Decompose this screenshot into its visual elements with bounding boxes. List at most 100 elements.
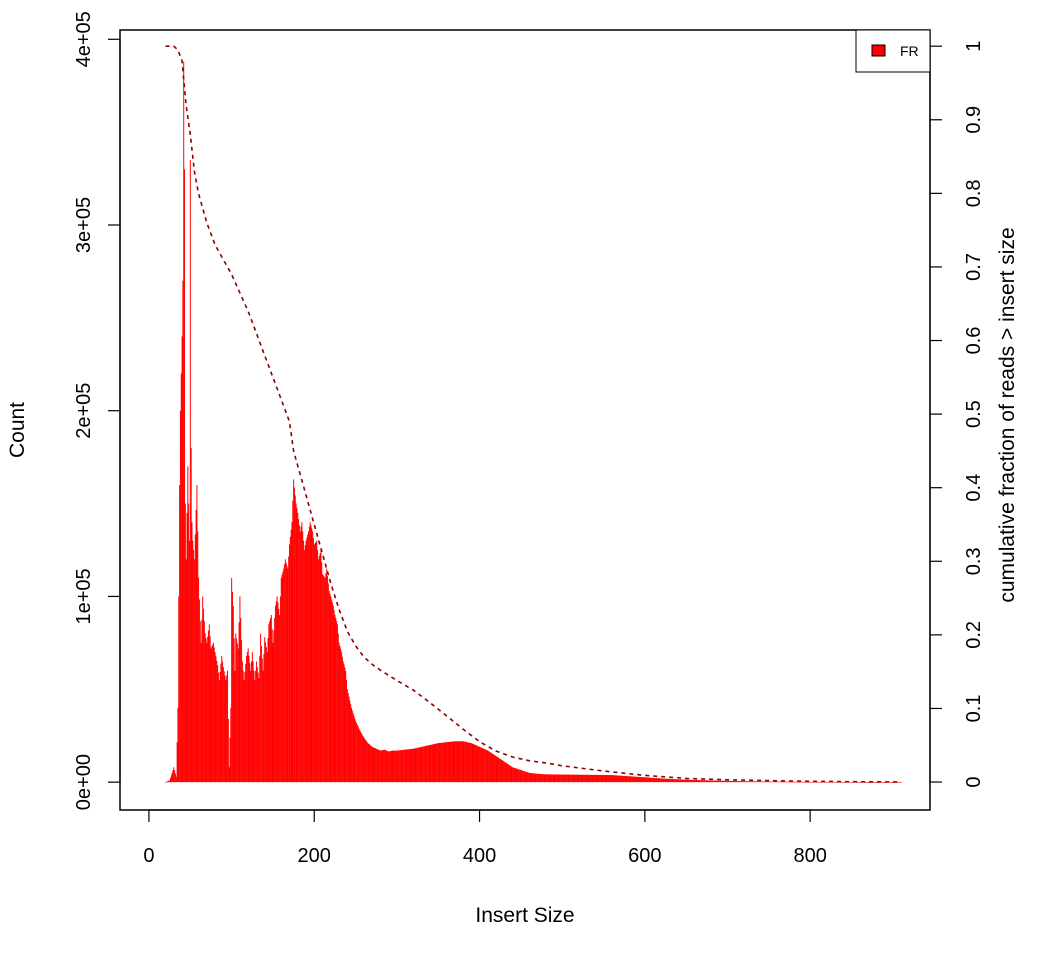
histogram-bar (251, 661, 252, 783)
histogram-bar (550, 774, 552, 783)
histogram-bar (231, 591, 233, 783)
histogram-bar (173, 767, 175, 783)
histogram-bar (842, 781, 844, 783)
histogram-bar (808, 781, 810, 783)
y2-tick-label: 0.9 (963, 106, 985, 134)
histogram-bar (412, 748, 414, 783)
histogram-bar (641, 777, 643, 783)
histogram-bar (303, 540, 305, 783)
histogram-bar (642, 777, 644, 783)
histogram-bar (189, 160, 191, 783)
histogram-bar (327, 583, 329, 783)
histogram-bar (307, 534, 309, 783)
histogram-bar (535, 773, 537, 783)
histogram-bar (571, 774, 573, 783)
histogram-bar (797, 781, 799, 783)
histogram-bar (424, 746, 426, 783)
histogram-bar (470, 743, 472, 783)
histogram-bar (165, 782, 167, 783)
histogram-bar (167, 781, 169, 783)
histogram-bar (621, 775, 623, 783)
histogram-bar (269, 621, 271, 783)
histogram-bar (415, 748, 417, 783)
histogram-bar (770, 781, 772, 783)
histogram-bar (545, 774, 547, 783)
histogram-bar (892, 782, 894, 783)
histogram-bar (589, 774, 591, 783)
histogram-bar (588, 774, 590, 783)
histogram-bar (316, 540, 318, 783)
histogram-bar (767, 781, 769, 783)
y-tick-label: 0e+00 (73, 754, 95, 810)
histogram-bar (194, 534, 196, 783)
histogram-bar (408, 749, 410, 783)
histogram-bar (376, 749, 378, 783)
histogram-bar (594, 774, 596, 783)
histogram-bar (348, 696, 350, 783)
histogram-bar (304, 545, 306, 783)
histogram-bar (369, 744, 371, 783)
histogram-bar (694, 779, 696, 783)
histogram-bar (462, 741, 464, 783)
histogram-bar (201, 619, 203, 783)
histogram-bar (493, 754, 495, 783)
histogram-bar (275, 601, 277, 783)
histogram-bar (172, 770, 174, 783)
histogram-bar (330, 596, 332, 783)
histogram-bar (655, 778, 657, 783)
histogram-bar (500, 759, 502, 783)
histogram-bar (753, 781, 755, 783)
histogram-bar (742, 781, 744, 783)
histogram-bar (193, 550, 195, 783)
histogram-bar (241, 639, 243, 783)
histogram-bar (661, 778, 663, 783)
histogram-bar (447, 742, 449, 783)
histogram-bar (198, 577, 200, 783)
histogram-bar (465, 741, 467, 783)
histogram-bar (509, 765, 511, 783)
histogram-bar (278, 608, 280, 783)
histogram-bar (298, 525, 300, 783)
histogram-bar (355, 720, 357, 783)
histogram-bar (486, 750, 488, 783)
histogram-bar (517, 769, 519, 783)
histogram-bar (833, 781, 835, 783)
histogram-bar (720, 780, 722, 783)
histogram-bar (207, 636, 209, 783)
histogram-bar (438, 743, 440, 783)
histogram-bar (271, 628, 273, 783)
histogram-bar (473, 744, 475, 783)
histogram-bar (345, 670, 347, 783)
histogram-bar (719, 780, 721, 783)
histogram-bar (210, 648, 212, 783)
histogram-bar (848, 781, 850, 783)
histogram-bar (865, 782, 867, 783)
histogram-bar (253, 670, 255, 783)
histogram-bar (802, 781, 804, 783)
histogram-bar (365, 739, 367, 783)
histogram-bar (591, 774, 593, 783)
histogram-bar (290, 529, 292, 783)
histogram-bar (630, 776, 632, 783)
histogram-bar (543, 774, 545, 783)
histogram-bar (417, 747, 419, 783)
histogram-bar (890, 782, 892, 783)
histogram-bar (346, 689, 348, 783)
cumulative-fraction-line (165, 45, 902, 783)
histogram-bar (632, 776, 634, 783)
histogram-bar (651, 777, 653, 783)
histogram-bar (684, 779, 686, 783)
histogram-bar (503, 761, 505, 783)
histogram-bar (633, 776, 635, 783)
histogram-bar (435, 743, 437, 783)
y2-tick-label: 0.6 (963, 327, 985, 355)
histogram-bar (226, 675, 228, 783)
histogram-bar (216, 660, 218, 783)
histogram-bar (824, 781, 826, 783)
histogram-bar (464, 741, 466, 783)
histogram-bar (746, 781, 748, 783)
histogram-bar (613, 775, 615, 783)
histogram-bar (267, 638, 269, 783)
histogram-bar (184, 169, 186, 783)
histogram-bar (460, 741, 462, 783)
